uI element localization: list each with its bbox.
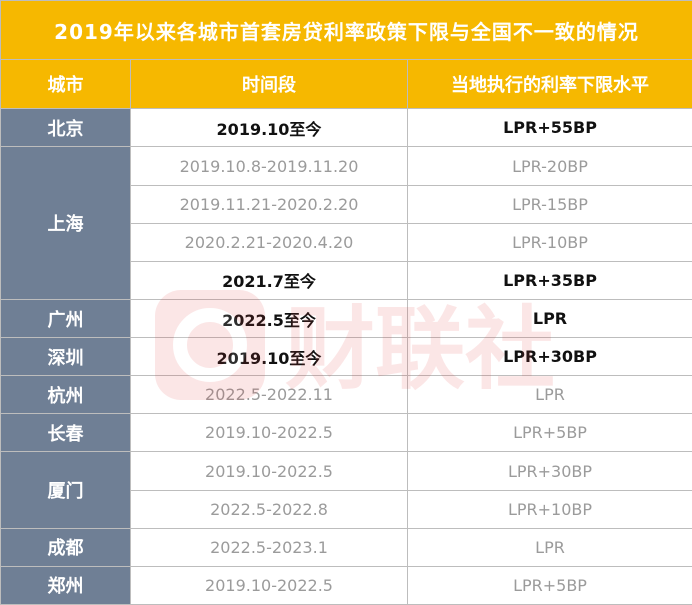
period-cell: 2019.10-2022.5: [130, 413, 408, 453]
rate-cell: LPR+30BP: [406, 337, 692, 377]
table-row: 深圳 2019.10至今 LPR+30BP: [0, 337, 692, 377]
period-cell: 2019.10-2022.5: [130, 565, 408, 605]
period-cell: 2022.5-2022.8: [130, 489, 408, 529]
city-cell: 杭州: [0, 375, 131, 415]
period-cell: 2022.5-2022.11: [130, 375, 408, 415]
table-row: 厦门 2019.10-2022.5 LPR+30BP: [0, 451, 692, 529]
rate-cell: LPR+35BP: [406, 260, 692, 300]
table-row: 2022.5-2022.8 LPR+10BP: [1, 489, 692, 529]
rate-cell: LPR: [406, 375, 692, 415]
city-cell: 长春: [0, 413, 131, 453]
period-cell: 2019.10至今: [130, 108, 408, 148]
rate-cell: LPR-20BP: [406, 146, 692, 186]
header-city: 城市: [0, 59, 131, 110]
table-row: 上海 2019.10.8-2019.11.20 LPR-20BP: [0, 146, 692, 300]
period-cell: 2019.11.21-2020.2.20: [130, 184, 408, 224]
header-rate: 当地执行的利率下限水平: [406, 59, 692, 110]
table-row: 2021.7至今 LPR+35BP: [1, 260, 692, 300]
rate-cell: LPR+10BP: [406, 489, 692, 529]
table-row: 2019.11.21-2020.2.20 LPR-15BP: [1, 184, 692, 224]
rate-cell: LPR+5BP: [406, 565, 692, 605]
table-row: 杭州 2022.5-2022.11 LPR: [0, 375, 692, 415]
period-cell: 2021.7至今: [130, 260, 408, 300]
table-row: 成都 2022.5-2023.1 LPR: [0, 527, 692, 567]
period-cell: 2019.10.8-2019.11.20: [130, 146, 408, 186]
table-row: 2020.2.21-2020.4.20 LPR-10BP: [1, 222, 692, 262]
period-cell: 2019.10至今: [130, 337, 408, 377]
header-period: 时间段: [130, 59, 408, 110]
city-cell: 上海: [0, 146, 131, 300]
city-cell: 深圳: [0, 337, 131, 377]
city-cell: 厦门: [0, 451, 131, 529]
table-row: 北京 2019.10至今 LPR+55BP: [0, 108, 692, 148]
period-cell: 2019.10-2022.5: [130, 451, 408, 491]
rate-cell: LPR: [406, 298, 692, 339]
table-row: 长春 2019.10-2022.5 LPR+5BP: [0, 413, 692, 453]
city-cell: 北京: [0, 108, 131, 148]
rate-cell: LPR+30BP: [406, 451, 692, 491]
rate-cell: LPR-15BP: [406, 184, 692, 224]
period-cell: 2022.5至今: [130, 298, 408, 339]
city-cell: 成都: [0, 527, 131, 567]
rate-cell: LPR+5BP: [406, 413, 692, 453]
period-cell: 2020.2.21-2020.4.20: [130, 222, 408, 262]
table-title: 2019年以来各城市首套房贷利率政策下限与全国不一致的情况: [0, 0, 692, 61]
rate-cell: LPR-10BP: [406, 222, 692, 262]
city-cell: 广州: [0, 298, 131, 339]
rate-cell: LPR: [406, 527, 692, 567]
table-row: 郑州 2019.10-2022.5 LPR+5BP: [0, 565, 692, 605]
rate-cell: LPR+55BP: [406, 108, 692, 148]
city-cell: 郑州: [0, 565, 131, 605]
period-cell: 2022.5-2023.1: [130, 527, 408, 567]
table-row: 广州 2022.5至今 LPR: [0, 298, 692, 339]
